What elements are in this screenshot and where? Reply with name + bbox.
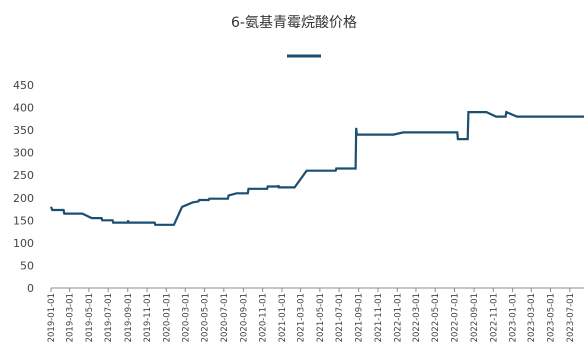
y-tick-label: 150 bbox=[13, 214, 34, 227]
x-tick-label: 2023-03-01 bbox=[527, 293, 537, 342]
y-tick-label: 200 bbox=[13, 192, 34, 205]
x-tick-label: 2022-01-01 bbox=[393, 293, 403, 342]
x-tick-label: 2019-05-01 bbox=[85, 293, 95, 342]
y-tick-label: 450 bbox=[13, 79, 34, 92]
x-tick-label: 2023-01-01 bbox=[509, 293, 519, 342]
x-tick-label: 2019-09-01 bbox=[124, 293, 134, 342]
x-tick-label: 2021-03-01 bbox=[297, 293, 307, 342]
y-axis: 0 50 100 150 200 250 300 350 400 450 bbox=[13, 79, 34, 295]
x-tick-label: 2021-05-01 bbox=[316, 293, 326, 342]
y-tick-label: 300 bbox=[13, 147, 34, 160]
y-tick-label: 400 bbox=[13, 102, 34, 115]
x-tick-label: 2021-11-01 bbox=[374, 293, 384, 342]
x-tick-label: 2020-01-01 bbox=[162, 293, 172, 342]
x-tick-label: 2020-09-01 bbox=[239, 293, 249, 342]
x-tick-label: 2022-05-01 bbox=[431, 293, 441, 342]
x-tick-label: 2021-07-01 bbox=[335, 293, 345, 342]
y-tick-label: 0 bbox=[27, 282, 34, 295]
x-tick-label: 2020-11-01 bbox=[259, 293, 269, 342]
y-tick-label: 50 bbox=[20, 259, 34, 272]
x-tick-label: 2023-07-01 bbox=[566, 293, 576, 342]
x-tick-label: 2020-07-01 bbox=[220, 293, 230, 342]
x-tick-label: 2019-07-01 bbox=[104, 293, 114, 342]
x-tick-label: 2022-03-01 bbox=[412, 293, 422, 342]
series-layer bbox=[49, 110, 584, 226]
x-tick-label: 2022-11-01 bbox=[489, 293, 499, 342]
x-tick-label: 2019-11-01 bbox=[143, 293, 153, 342]
series-line bbox=[49, 110, 584, 226]
y-tick-label: 100 bbox=[13, 237, 34, 250]
x-tick-label: 2020-03-01 bbox=[181, 293, 191, 342]
x-tick-label: 2019-03-01 bbox=[66, 293, 76, 342]
x-tick-label: 2019-01-01 bbox=[47, 293, 57, 342]
x-tick-label: 2023-05-01 bbox=[547, 293, 557, 342]
y-tick-label: 250 bbox=[13, 169, 34, 182]
y-tick-label: 350 bbox=[13, 124, 34, 137]
x-tick-label: 2021-09-01 bbox=[355, 293, 365, 342]
x-axis: 2019-01-01 2019-03-01 2019-05-01 2019-07-01… bbox=[47, 288, 576, 342]
x-tick-label: 2022-07-01 bbox=[450, 293, 460, 342]
x-tick-label: 2022-09-01 bbox=[470, 293, 480, 342]
x-tick-label: 2021-01-01 bbox=[278, 293, 288, 342]
chart-title: 6-氨基青霉烷酸价格 bbox=[231, 14, 357, 31]
x-tick-label: 2020-05-01 bbox=[201, 293, 211, 342]
